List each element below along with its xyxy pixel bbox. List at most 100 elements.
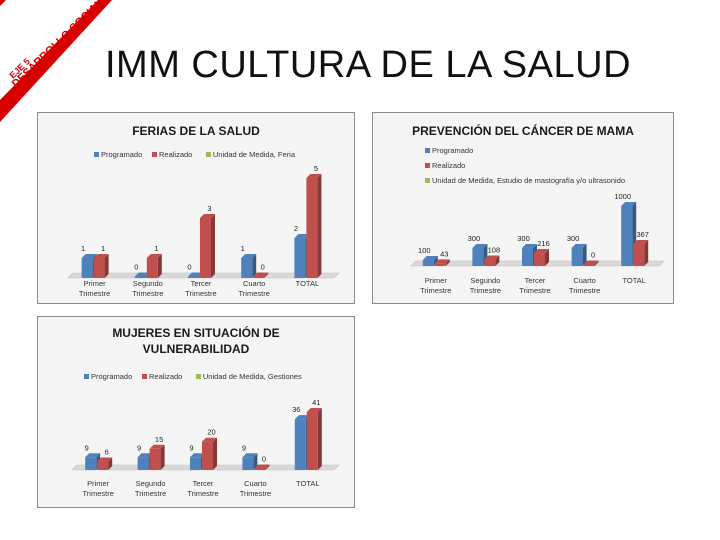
bar-realizado [306, 412, 318, 470]
category-label: Primer [84, 279, 107, 288]
bar-top [134, 272, 150, 277]
bar-top [81, 254, 97, 258]
bar-programado [294, 419, 306, 470]
category-label: Trimestre [569, 286, 600, 295]
bar-realizado [583, 264, 595, 266]
data-label: 0 [187, 263, 191, 272]
legend-label: Programado [432, 146, 473, 155]
data-label: 0 [134, 263, 138, 272]
legend-swatch [152, 152, 157, 157]
category-label: Trimestre [185, 289, 216, 298]
bar-realizado [484, 259, 496, 266]
data-label: 3 [207, 204, 211, 213]
bar-top [188, 272, 203, 277]
data-label: 367 [636, 230, 649, 239]
bar-top [149, 444, 165, 449]
data-label: 41 [312, 398, 320, 407]
category-label: Trimestre [470, 286, 501, 295]
bar-side [253, 453, 258, 470]
data-label: 9 [242, 443, 246, 452]
bar-top [472, 244, 488, 248]
bar-top [254, 464, 270, 469]
category-label: Trimestre [240, 489, 271, 498]
category-label: Trimestre [187, 489, 218, 498]
legend-label: Unidad de Medida, Estudio de mastografía… [432, 176, 625, 185]
bar-programado [242, 457, 254, 470]
bar-programado [190, 457, 201, 470]
category-label: Segundo [470, 276, 500, 285]
category-label: TOTAL [622, 276, 645, 285]
bar-side [317, 408, 322, 470]
chart-title: VULNERABILIDAD [143, 342, 250, 356]
data-label: 300 [468, 234, 481, 243]
bar-programado [621, 206, 633, 266]
bar-programado [188, 276, 199, 278]
bar-realizado [200, 218, 211, 278]
legend-swatch [205, 152, 211, 157]
data-label: 100 [418, 246, 431, 255]
data-label: 9 [189, 443, 193, 452]
bar-top [422, 256, 438, 260]
category-label: Cuarto [244, 479, 267, 488]
category-label: TOTAL [296, 279, 319, 288]
bar-programado [85, 457, 97, 470]
bar-side [545, 249, 549, 266]
bar-top [294, 234, 310, 238]
bar-top [242, 453, 258, 458]
bar-realizado [93, 258, 105, 278]
legend-swatch [84, 374, 89, 379]
category-label: Trimestre [420, 286, 451, 295]
bar-top [294, 415, 310, 420]
bar-realizado [97, 461, 109, 470]
category-label: Primer [425, 276, 448, 285]
data-label: 108 [488, 246, 501, 255]
legend-label: Programado [101, 150, 142, 159]
eje-banner: EJE 5 DESARROLLO SOCIAL [0, 0, 112, 122]
category-label: Trimestre [132, 289, 163, 298]
legend-swatch [425, 163, 430, 168]
bar-top [202, 437, 217, 442]
data-label: 0 [261, 263, 265, 272]
bar-programado [134, 276, 146, 278]
bar-top [534, 249, 549, 254]
bar-top [306, 174, 322, 178]
bar-top [522, 244, 537, 248]
data-label: 300 [517, 234, 530, 243]
bar-top [97, 457, 113, 462]
data-label: 15 [155, 435, 163, 444]
data-label: 216 [537, 239, 550, 248]
data-label: 1 [154, 244, 158, 253]
bar-top [434, 259, 450, 264]
category-label: Cuarto [573, 276, 596, 285]
bar-top [200, 214, 215, 218]
banner-inner [0, 0, 98, 100]
legend-swatch [195, 374, 201, 379]
category-label: Trimestre [79, 289, 110, 298]
chart-title: MUJERES EN SITUACIÓN DE [112, 325, 279, 340]
data-label: 1 [241, 244, 245, 253]
legend-swatch [425, 178, 430, 183]
chart-title: FERIAS DE LA SALUD [132, 124, 260, 138]
data-label: 9 [137, 443, 141, 452]
legend-label: Realizado [432, 161, 465, 170]
bar-top [190, 453, 205, 458]
bar-realizado [202, 441, 213, 470]
bar-realizado [534, 253, 545, 266]
category-label: Cuarto [243, 279, 266, 288]
category-label: Segundo [136, 479, 166, 488]
bar-side [317, 174, 322, 278]
bar-top [583, 260, 599, 265]
bar-side [252, 254, 257, 278]
data-label: 0 [591, 251, 595, 260]
bar-top [484, 255, 500, 260]
category-label: Trimestre [83, 489, 114, 498]
bar-top [93, 254, 109, 258]
category-label: TOTAL [296, 479, 319, 488]
bar-programado [241, 258, 253, 278]
bar-side [104, 254, 109, 278]
bar-side [265, 464, 270, 470]
data-label: 2 [294, 224, 298, 233]
data-label: 1000 [614, 192, 631, 201]
category-label: Segundo [133, 279, 163, 288]
bar-programado [137, 457, 149, 470]
